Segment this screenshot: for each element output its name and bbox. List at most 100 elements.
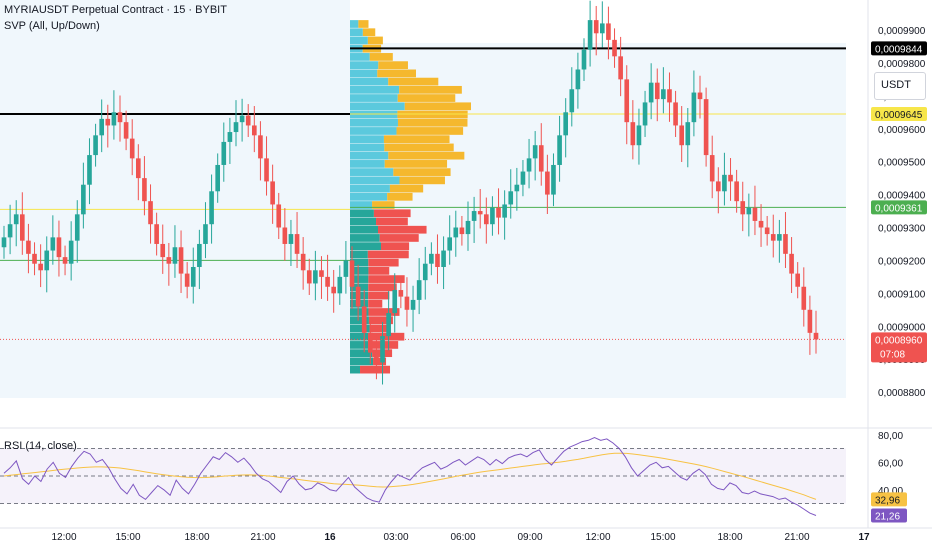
chart-title: MYRIAUSDT Perpetual Contract · 15 · BYBI…	[4, 4, 227, 16]
candle-body	[752, 207, 758, 221]
candle-body	[813, 332, 819, 340]
candle-body	[331, 286, 337, 294]
candle-body	[81, 184, 86, 215]
y-tick-label: 0,0009200	[878, 256, 926, 267]
candle-body	[148, 201, 153, 225]
candle-body	[270, 181, 275, 205]
rsi-y-tick-label: 60,00	[878, 458, 903, 469]
candle-body	[563, 112, 569, 136]
candle-body	[465, 220, 471, 235]
candle-body	[673, 102, 678, 126]
candle-body	[532, 145, 538, 159]
x-tick-label: 15:00	[115, 532, 140, 543]
candle-body	[758, 220, 764, 228]
volume-profile-bar-down	[368, 258, 399, 267]
candle-body	[557, 135, 562, 165]
candle-body	[325, 276, 330, 287]
candle-body	[429, 253, 434, 264]
candle-body	[392, 290, 398, 314]
volume-profile-bar-up	[350, 102, 405, 111]
candle-body	[361, 306, 367, 333]
volume-profile-bar-down	[368, 275, 405, 283]
candle-body	[1, 237, 7, 248]
candle-body	[374, 352, 379, 363]
volume-profile-bar-up	[350, 61, 379, 69]
candle-body	[300, 253, 306, 271]
volume-profile-bar-up	[350, 316, 369, 325]
x-tick-label: 09:00	[517, 532, 542, 543]
rsi-tag-bg	[871, 492, 907, 507]
volume-profile-bar-up	[350, 192, 388, 201]
volume-profile-bar-down	[387, 192, 413, 201]
volume-profile-bar-down	[362, 28, 376, 37]
candle-body	[496, 207, 501, 218]
volume-profile-bar-up	[350, 324, 370, 333]
candle-body	[154, 224, 159, 244]
candle-body	[19, 214, 25, 241]
volume-profile-bar-down	[358, 20, 369, 28]
volume-profile-bar-up	[350, 77, 389, 86]
volume-profile-bar-up	[350, 225, 378, 234]
x-tick-label: 12:00	[585, 532, 610, 543]
candle-body	[764, 227, 770, 235]
candle-body	[294, 234, 300, 254]
candle-body	[722, 174, 727, 192]
volume-profile-bar-down	[376, 217, 408, 226]
volume-profile-bar-up	[350, 258, 369, 267]
candle-body	[258, 135, 263, 159]
candle-body	[447, 237, 453, 251]
candle-body	[715, 181, 721, 192]
candle-body	[459, 227, 465, 235]
candle-body	[87, 155, 92, 185]
candle-body	[355, 286, 361, 307]
x-tick-label: 15:00	[650, 532, 675, 543]
candle-body	[709, 155, 715, 182]
volume-profile	[350, 20, 472, 374]
candle-body	[282, 227, 288, 244]
candle-body	[740, 201, 746, 215]
rsi-tag-bg	[871, 508, 907, 523]
y-tick-label: 0,0009900	[878, 26, 926, 37]
candle-body	[111, 112, 117, 126]
y-tick-label: 0,0009600	[878, 125, 926, 136]
candle-body	[44, 250, 50, 271]
volume-profile-bar-down	[396, 127, 464, 135]
candle-body	[190, 267, 196, 287]
session-bg-right	[350, 43, 846, 398]
volume-profile-bar-down	[367, 36, 383, 45]
volume-profile-bar-down	[368, 291, 390, 300]
candle-body	[68, 240, 74, 264]
volume-profile-bar-up	[350, 341, 372, 349]
x-tick-label: 18:00	[717, 532, 742, 543]
volume-profile-bar-up	[350, 267, 369, 275]
volume-profile-bar-down	[397, 94, 456, 102]
rsi-tag-label: 21,26	[875, 512, 900, 523]
candle-body	[587, 20, 593, 50]
candle-body	[251, 125, 257, 136]
volume-profile-bar-down	[369, 53, 393, 61]
candle-body	[435, 253, 440, 267]
currency-selector[interactable]: USDT	[874, 72, 926, 100]
candle-body	[612, 39, 617, 57]
candle-body	[306, 270, 312, 284]
volume-profile-bar-up	[350, 85, 400, 94]
x-tick-label: 06:00	[450, 532, 475, 543]
candle-body	[26, 240, 31, 254]
candle-body	[74, 214, 80, 241]
candle-body	[166, 257, 172, 264]
candle-body	[783, 234, 788, 254]
candle-body	[795, 273, 801, 287]
volume-profile-bar-down	[384, 160, 448, 168]
volume-profile-bar-up	[350, 349, 373, 358]
candle-body	[538, 145, 544, 172]
volume-profile-bar-up	[350, 242, 381, 251]
rsi-y-tick-label: 80,00	[878, 431, 903, 442]
volume-profile-bar-up	[350, 275, 369, 283]
x-tick-label: 21:00	[250, 532, 275, 543]
price-tag-bg	[871, 106, 927, 121]
candle-body	[203, 224, 208, 244]
price-tag-bg	[871, 200, 927, 215]
candle-body	[386, 313, 391, 337]
volume-profile-bar-down	[399, 85, 462, 94]
